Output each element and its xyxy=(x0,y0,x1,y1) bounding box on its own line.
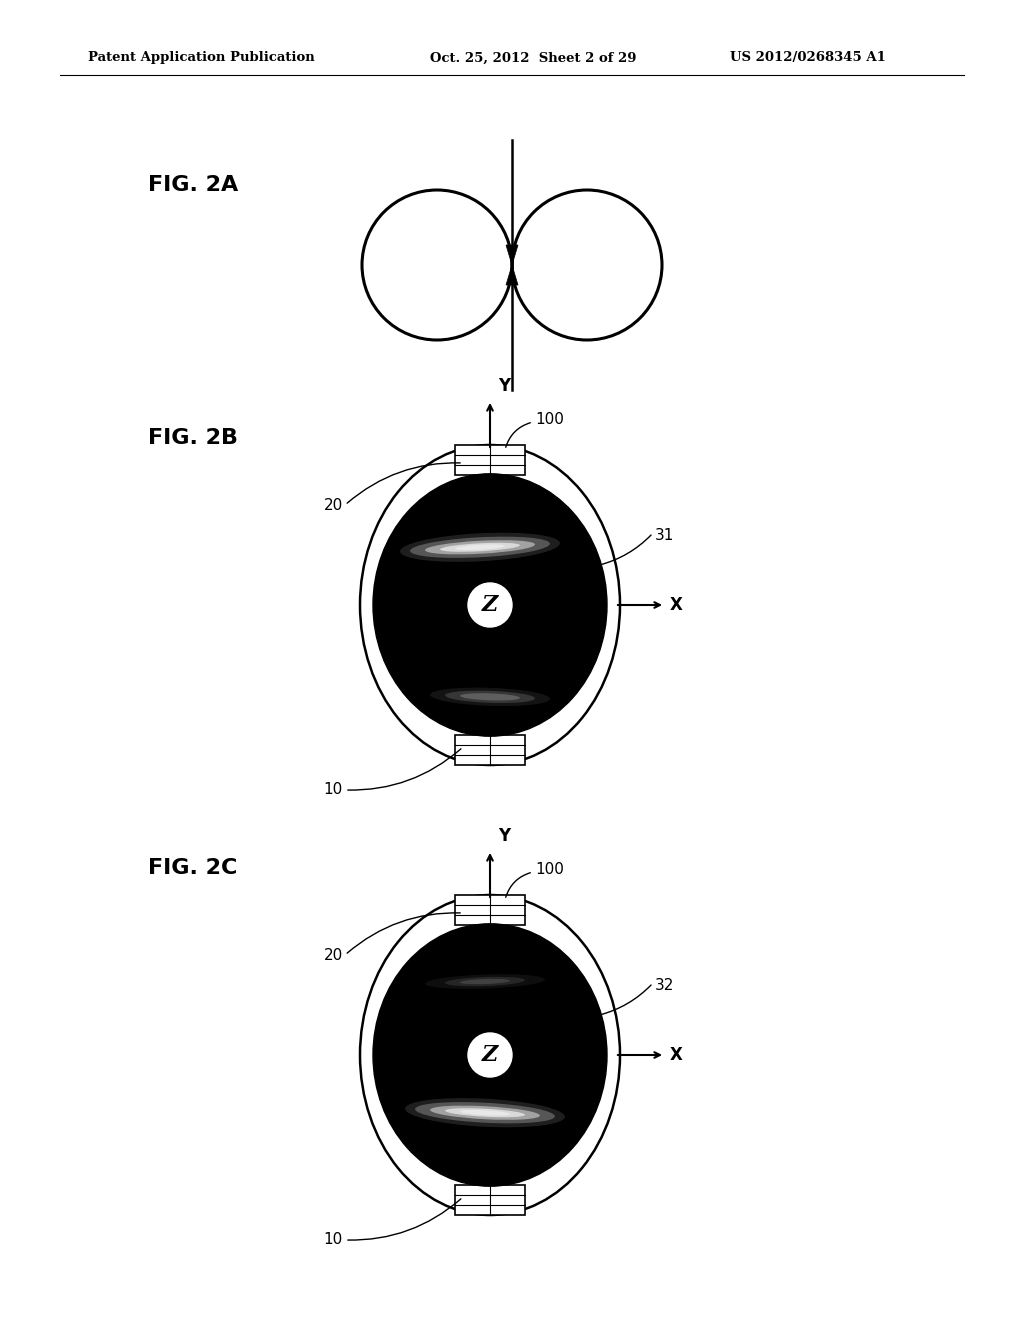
Text: FIG. 2B: FIG. 2B xyxy=(148,428,238,447)
Ellipse shape xyxy=(455,544,505,550)
Text: Z: Z xyxy=(482,594,498,616)
Bar xyxy=(455,1185,525,1214)
Text: 32: 32 xyxy=(655,978,675,993)
Ellipse shape xyxy=(445,977,525,986)
Ellipse shape xyxy=(425,974,545,989)
Text: 10: 10 xyxy=(324,783,343,797)
Ellipse shape xyxy=(445,690,535,704)
Ellipse shape xyxy=(425,540,535,554)
Ellipse shape xyxy=(430,688,550,706)
Text: 10: 10 xyxy=(324,1233,343,1247)
Text: Patent Application Publication: Patent Application Publication xyxy=(88,51,314,65)
Text: Y: Y xyxy=(498,828,510,845)
Text: Z: Z xyxy=(482,1044,498,1067)
Ellipse shape xyxy=(406,1098,565,1127)
Ellipse shape xyxy=(440,543,520,552)
Ellipse shape xyxy=(373,924,607,1187)
Ellipse shape xyxy=(460,1110,510,1115)
Text: Oct. 25, 2012  Sheet 2 of 29: Oct. 25, 2012 Sheet 2 of 29 xyxy=(430,51,637,65)
Bar xyxy=(455,735,525,766)
Ellipse shape xyxy=(410,537,550,558)
Circle shape xyxy=(468,1034,512,1077)
Ellipse shape xyxy=(430,1106,540,1119)
Ellipse shape xyxy=(460,693,520,701)
Ellipse shape xyxy=(373,474,607,737)
Bar xyxy=(455,895,525,925)
Ellipse shape xyxy=(445,1109,525,1117)
Polygon shape xyxy=(506,246,518,265)
Ellipse shape xyxy=(400,533,560,562)
Text: 100: 100 xyxy=(535,862,564,878)
Ellipse shape xyxy=(415,1102,555,1123)
Bar xyxy=(455,445,525,475)
Text: 100: 100 xyxy=(535,412,564,428)
Text: X: X xyxy=(670,597,683,614)
Text: 31: 31 xyxy=(655,528,675,543)
Text: X: X xyxy=(670,1045,683,1064)
Polygon shape xyxy=(506,265,518,285)
Text: 20: 20 xyxy=(324,498,343,512)
Text: Y: Y xyxy=(498,378,510,395)
Text: FIG. 2C: FIG. 2C xyxy=(148,858,238,878)
Text: FIG. 2A: FIG. 2A xyxy=(148,176,239,195)
Circle shape xyxy=(468,583,512,627)
Ellipse shape xyxy=(460,979,510,985)
Text: US 2012/0268345 A1: US 2012/0268345 A1 xyxy=(730,51,886,65)
Text: 20: 20 xyxy=(324,948,343,962)
